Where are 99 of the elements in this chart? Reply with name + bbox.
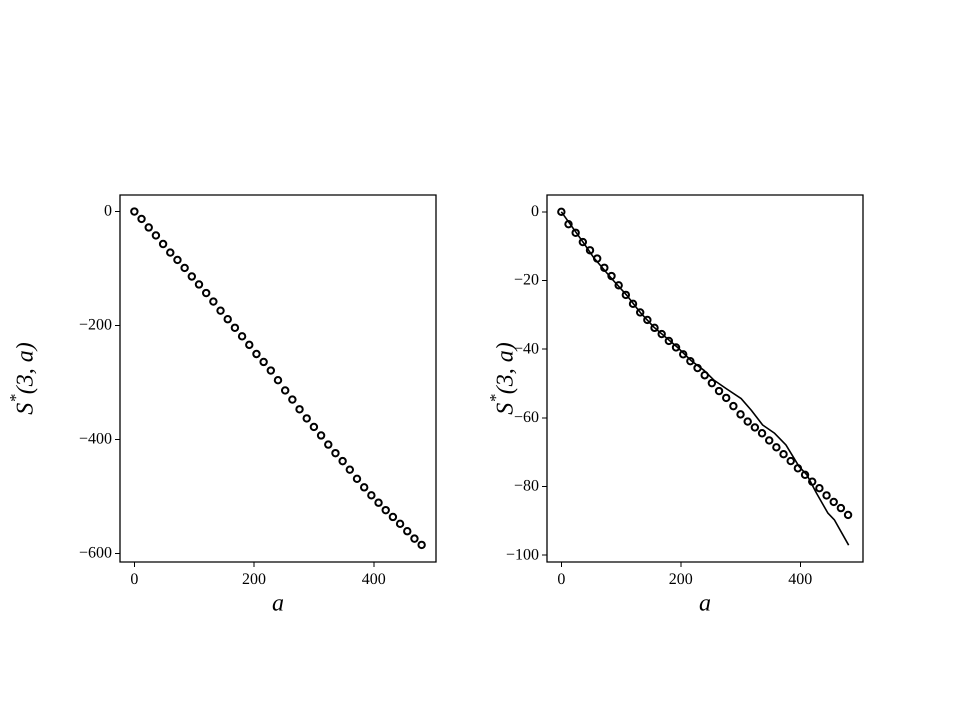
point [316,431,326,440]
point [173,256,182,264]
y-tick-label: −20 [514,272,539,289]
point [310,422,318,432]
x-axis-title: a [272,590,284,616]
point [374,498,383,507]
point [302,414,311,423]
point [216,306,225,315]
point [592,254,602,263]
point [396,520,404,528]
point [180,264,189,272]
point [628,300,638,308]
point [686,356,695,366]
point [230,324,240,332]
point [786,456,795,466]
x-axis-title: a [699,590,711,616]
point [779,450,788,458]
point [586,246,594,254]
point [830,498,838,506]
point [288,395,297,404]
point [360,483,368,492]
point [238,332,246,341]
point [750,423,760,432]
y-tick-label: −400 [78,430,112,448]
y-tick-label: −80 [514,478,539,495]
point [403,527,412,536]
point [636,308,644,317]
point [664,336,674,346]
point [144,223,153,232]
point [152,231,160,240]
point [352,474,362,483]
point [259,358,268,366]
point [714,386,724,396]
point [672,343,680,352]
x-tick-label: 400 [788,570,812,588]
point [245,340,254,350]
y-tick-label: −100 [506,546,539,564]
point [815,484,824,492]
point [557,208,566,216]
point [844,510,852,520]
point [382,506,390,514]
point [693,364,702,372]
point [744,417,752,426]
x-tick-label: 0 [130,570,138,588]
point [643,316,652,324]
point [736,410,745,419]
point [367,491,376,500]
point [564,220,573,228]
point [657,330,666,338]
point [614,281,623,290]
point [417,540,426,550]
point [137,214,146,224]
y-axis-title: S*(3, a) [6,342,38,415]
point [266,366,276,375]
point [607,272,616,280]
point [722,394,730,402]
point [158,240,168,248]
point [822,491,831,500]
x-tick-label: 200 [668,570,693,588]
point [202,288,210,298]
point [295,405,304,414]
point [224,315,232,324]
point [800,470,810,479]
point [650,324,659,332]
point [188,272,196,281]
y-tick-label: 0 [531,203,539,220]
point [209,297,218,306]
y-tick-label: −200 [78,316,112,334]
x-tick-label: 200 [242,570,266,588]
point [274,376,282,384]
x-tick-label: 400 [362,570,386,588]
point [388,512,398,522]
point [571,228,580,237]
point [324,440,332,449]
point [410,534,419,543]
y-tick-label: 0 [104,202,112,220]
y-tick-label: −600 [78,544,112,562]
point [700,371,709,380]
point [836,504,846,512]
point [678,350,688,358]
point [808,477,816,486]
point [729,402,738,410]
point [794,464,802,472]
point [765,436,774,445]
point [578,238,588,246]
point [331,448,340,458]
point [280,386,290,395]
point [166,248,174,257]
point [130,207,139,216]
point [758,429,766,438]
point [194,280,204,289]
point [772,443,781,452]
point [600,264,609,272]
point [708,378,716,388]
x-tick-label: 0 [557,570,566,588]
point [622,290,630,300]
point [252,350,261,358]
point [346,465,354,474]
point [338,456,347,466]
